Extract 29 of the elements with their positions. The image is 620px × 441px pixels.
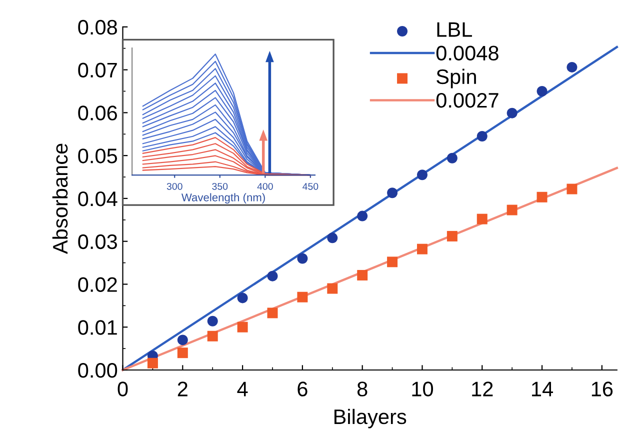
x-tick-label: 14 — [532, 382, 554, 396]
x-tick-label: 16 — [592, 382, 613, 396]
x-tick-label: 4 — [237, 382, 248, 396]
y-tick-label: 0.01 — [78, 320, 117, 335]
legend-label: 0.0048 — [436, 46, 498, 61]
x-tick-label: 8 — [357, 382, 368, 396]
y-tick-label: 0.06 — [78, 106, 117, 120]
x-tick-label: 12 — [472, 382, 493, 396]
x-axis-title: Wavelength (nm) — [181, 193, 265, 204]
legend-label: Spin — [436, 68, 476, 88]
y-tick-label: 0.04 — [78, 191, 118, 206]
x-tick-label: 350 — [212, 182, 228, 190]
x-tick-label: 10 — [412, 382, 434, 396]
y-tick-label: 0.03 — [78, 234, 117, 250]
legend-label: 0.0027 — [436, 92, 498, 108]
x-tick-label: 400 — [257, 182, 273, 190]
y-tick-label: 0.02 — [78, 277, 117, 292]
y-tick-label: 0.05 — [78, 148, 118, 164]
legend-label: LBL — [437, 22, 472, 37]
y-axis-title: Absorbance — [52, 144, 68, 254]
y-tick-label: 0.08 — [78, 20, 117, 35]
x-tick-label: 0 — [118, 382, 128, 396]
x-axis-title: Bilayers — [334, 408, 406, 428]
x-tick-label: 6 — [298, 382, 308, 396]
x-tick-label: 2 — [178, 382, 188, 396]
x-tick-label: 450 — [302, 182, 318, 190]
y-tick-label: 0.07 — [78, 62, 117, 78]
x-tick-label: 300 — [166, 182, 182, 190]
y-tick-label: 0.00 — [78, 363, 118, 378]
